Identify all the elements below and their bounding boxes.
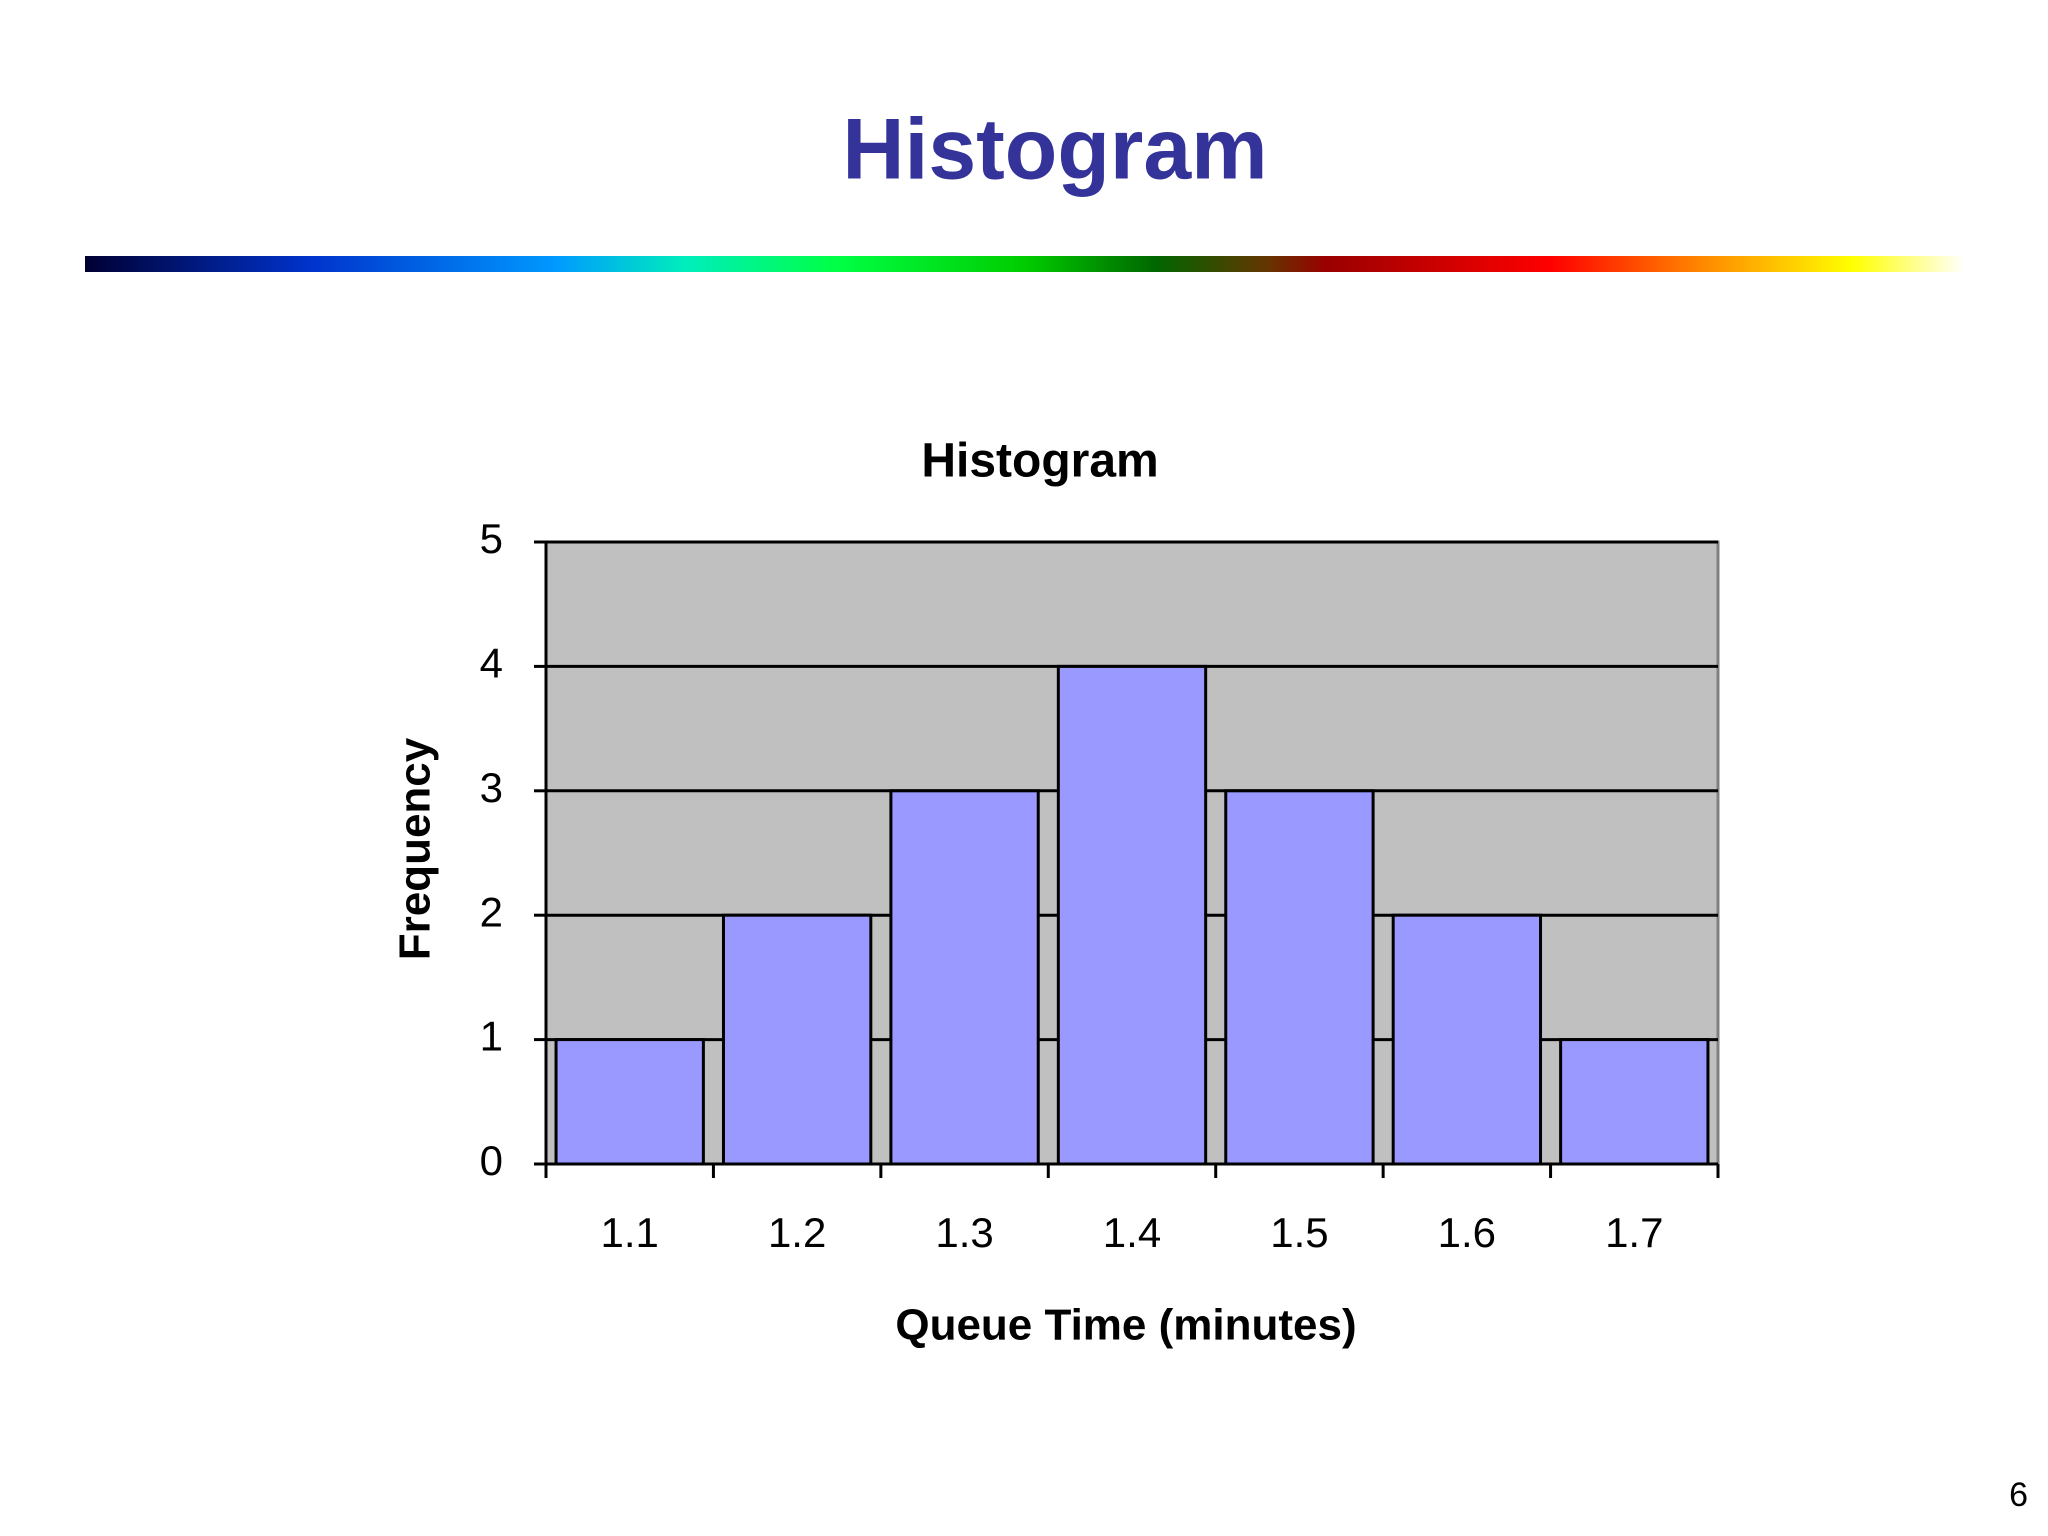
bar	[554, 1038, 705, 1166]
y-tick-label: 5	[480, 515, 503, 562]
x-axis-label: Queue Time (minutes)	[895, 1301, 1356, 1350]
bar	[1224, 789, 1375, 1166]
bar	[721, 913, 873, 1166]
y-tick-label: 4	[480, 639, 503, 686]
y-tick-label: 2	[480, 888, 503, 935]
x-tick-label: 1.4	[1103, 1209, 1161, 1256]
divider-bar	[85, 256, 1965, 272]
x-tick-label: 1.3	[935, 1209, 993, 1256]
y-tick-label: 1	[480, 1013, 503, 1060]
slide-title: Histogram	[842, 102, 1267, 198]
x-tick-label: 1.5	[1270, 1209, 1328, 1256]
x-tick-label: 1.7	[1605, 1209, 1663, 1256]
bar	[889, 789, 1040, 1166]
y-tick-label: 3	[480, 764, 503, 811]
page-number: 6	[2009, 1476, 2028, 1514]
chart-title: Histogram	[921, 435, 1158, 488]
x-tick-label: 1.2	[768, 1209, 826, 1256]
y-axis-label: Frequency	[391, 737, 440, 960]
y-tick-label: 0	[480, 1137, 503, 1184]
x-tick-label: 1.6	[1438, 1209, 1496, 1256]
bar	[1391, 913, 1543, 1166]
bar	[1056, 664, 1208, 1166]
bar	[1559, 1038, 1710, 1166]
x-tick-label: 1.1	[601, 1209, 659, 1256]
